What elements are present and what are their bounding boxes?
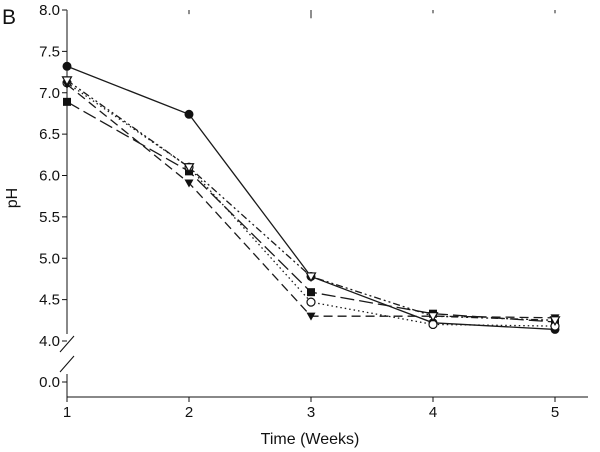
x-tick-label: 1 bbox=[63, 404, 71, 421]
series-line bbox=[66, 79, 556, 321]
series-line bbox=[66, 83, 556, 319]
data-series bbox=[61, 61, 561, 334]
axis-break-mark-lower bbox=[59, 355, 75, 373]
data-point bbox=[61, 76, 73, 87]
data-point bbox=[62, 61, 72, 71]
y-tick-label: 0.0 bbox=[39, 374, 60, 391]
data-point bbox=[427, 312, 439, 322]
x-axis-ticks: 1 2 3 4 5 bbox=[63, 397, 559, 421]
y-tick-label: 7.5 bbox=[39, 43, 60, 60]
y-tick-label: 4.5 bbox=[39, 292, 60, 309]
data-point bbox=[184, 109, 194, 119]
y-tick-label: 6.5 bbox=[39, 126, 60, 143]
error-bars bbox=[66, 10, 556, 19]
data-point bbox=[307, 288, 315, 297]
data-point bbox=[184, 179, 194, 188]
x-tick-label: 2 bbox=[185, 404, 193, 421]
series-open-triangle bbox=[61, 76, 561, 327]
series-filled-triangle bbox=[62, 80, 560, 323]
data-point bbox=[306, 312, 316, 321]
x-tick-label: 3 bbox=[307, 404, 315, 421]
data-point bbox=[305, 272, 317, 283]
data-point bbox=[183, 163, 195, 173]
x-axis-title: Time (Weeks) bbox=[261, 431, 360, 448]
data-point bbox=[549, 316, 561, 327]
x-tick-label: 5 bbox=[551, 404, 559, 421]
y-tick-label: 5.5 bbox=[39, 209, 60, 226]
y-axis-title: pH bbox=[4, 188, 21, 208]
y-tick-label: 4.0 bbox=[39, 333, 60, 350]
x-tick-label: 4 bbox=[429, 404, 437, 421]
y-axis-ticks: 4.0 4.5 5.0 5.5 6.0 6.5 7.0 7.5 8.0 0.0 bbox=[39, 2, 67, 391]
data-point bbox=[306, 297, 316, 307]
y-tick-label: 5.0 bbox=[39, 250, 60, 267]
y-tick-label: 8.0 bbox=[39, 2, 60, 19]
panel-label: B bbox=[2, 6, 16, 29]
y-tick-label: 7.0 bbox=[39, 85, 60, 102]
axis-break-mark-upper bbox=[59, 335, 75, 353]
data-point bbox=[63, 97, 71, 106]
y-tick-label: 6.0 bbox=[39, 168, 60, 185]
